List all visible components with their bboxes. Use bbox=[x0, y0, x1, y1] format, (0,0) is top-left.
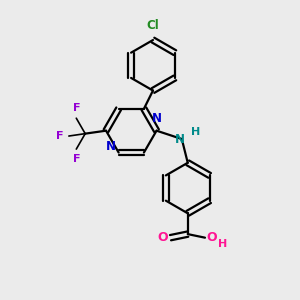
Text: H: H bbox=[190, 127, 200, 136]
Text: F: F bbox=[73, 154, 80, 164]
Text: F: F bbox=[56, 131, 64, 141]
Text: O: O bbox=[158, 231, 168, 244]
Text: H: H bbox=[218, 239, 227, 249]
Text: N: N bbox=[152, 112, 162, 125]
Text: O: O bbox=[206, 231, 217, 244]
Text: N: N bbox=[106, 140, 116, 154]
Text: F: F bbox=[73, 103, 80, 113]
Text: N: N bbox=[175, 133, 185, 146]
Text: Cl: Cl bbox=[147, 19, 159, 32]
